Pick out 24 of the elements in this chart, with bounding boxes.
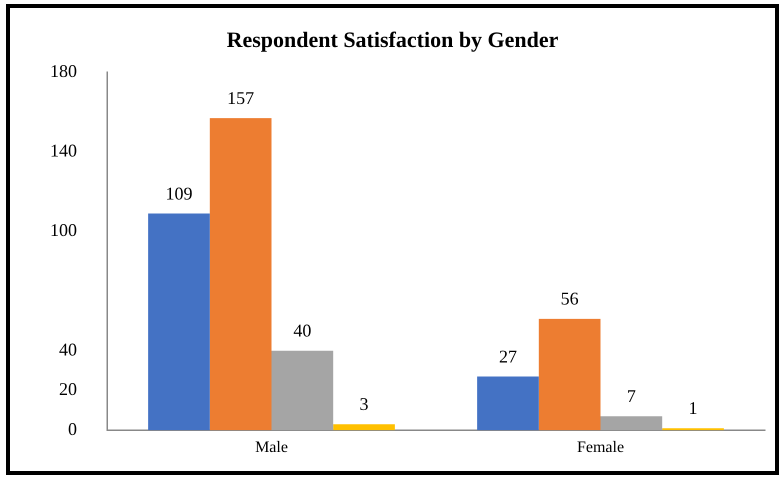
bar [477,376,539,430]
bar [210,118,272,430]
y-tick-label: 20 [59,379,77,400]
data-label: 3 [360,394,369,414]
data-label: 157 [227,88,254,108]
chart-title: Respondent Satisfaction by Gender [226,26,559,52]
y-tick-label: 40 [59,339,77,360]
bar [538,318,600,430]
data-label: 56 [560,288,579,309]
y-tick-label: 0 [68,418,77,439]
data-label: 40 [293,320,312,340]
y-tick-label: 100 [50,220,77,240]
data-label: 27 [498,346,517,366]
bar [272,350,334,430]
data-label: 1 [688,398,698,418]
data-label: 7 [626,386,636,406]
data-label: 109 [165,183,192,204]
bar [148,214,210,430]
x-tick-label: Female [576,439,624,456]
bar [333,424,395,430]
y-tick-label: 180 [50,61,77,82]
bar [600,416,662,430]
y-tick-label: 140 [50,140,77,161]
x-tick-label: Male [255,439,288,456]
